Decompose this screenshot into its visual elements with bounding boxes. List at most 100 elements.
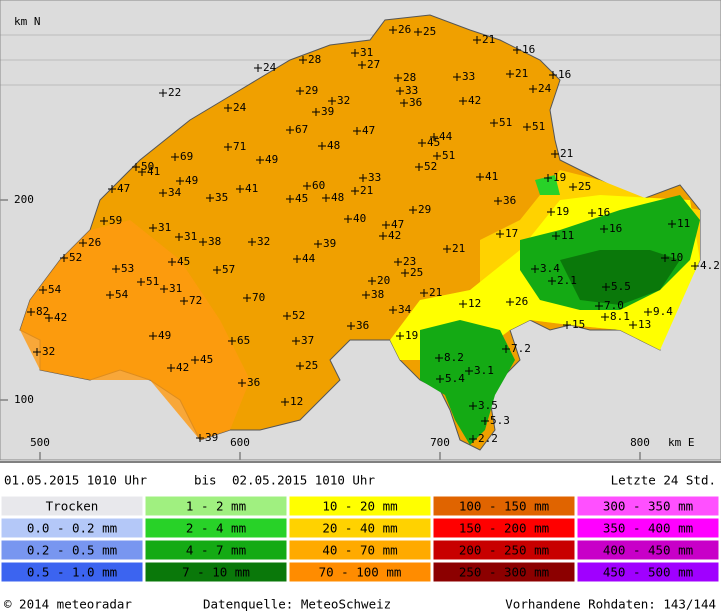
station-marker bbox=[167, 364, 175, 372]
station-marker bbox=[490, 119, 498, 127]
station-marker bbox=[394, 74, 402, 82]
legend-label: 20 - 40 mm bbox=[322, 521, 397, 536]
station-value: 21 bbox=[360, 184, 373, 197]
station-marker bbox=[459, 300, 467, 308]
station-value: 4.2 bbox=[700, 259, 720, 272]
station-value: 51 bbox=[442, 149, 455, 162]
legend-swatch bbox=[288, 495, 432, 517]
station-marker bbox=[430, 133, 438, 141]
station-value: 41 bbox=[245, 182, 258, 195]
station-marker bbox=[459, 97, 467, 105]
station-value: 49 bbox=[158, 329, 171, 342]
legend-label: 100 - 150 mm bbox=[459, 499, 549, 514]
legend-label: 450 - 500 mm bbox=[603, 565, 693, 580]
y-tick-label: 100 bbox=[14, 393, 34, 406]
zone-70-100 bbox=[20, 220, 250, 440]
station-marker bbox=[296, 87, 304, 95]
station-marker bbox=[176, 177, 184, 185]
raw-data: Vorhandene Rohdaten: 143/144 bbox=[505, 597, 716, 612]
station-marker bbox=[368, 277, 376, 285]
station-value: 16 bbox=[522, 43, 535, 56]
station-marker bbox=[213, 266, 221, 274]
legend-swatch bbox=[144, 495, 288, 517]
station-marker bbox=[433, 152, 441, 160]
legend-label: 0.5 - 1.0 mm bbox=[27, 565, 117, 580]
station-value: 51 bbox=[499, 116, 512, 129]
station-value: 42 bbox=[468, 94, 481, 107]
station-marker bbox=[563, 321, 571, 329]
station-value: 3.5 bbox=[478, 399, 498, 412]
station-marker bbox=[149, 224, 157, 232]
station-value: 34 bbox=[168, 186, 182, 199]
station-value: 31 bbox=[158, 221, 171, 234]
legend-swatch bbox=[432, 561, 576, 583]
station-value: 19 bbox=[556, 205, 569, 218]
station-marker bbox=[453, 73, 461, 81]
station-marker bbox=[159, 189, 167, 197]
station-marker bbox=[513, 46, 521, 54]
station-marker bbox=[138, 168, 146, 176]
separator-text: bis bbox=[194, 473, 217, 488]
period: Letzte 24 Std. bbox=[611, 473, 716, 488]
legend-swatch bbox=[288, 539, 432, 561]
station-value: 25 bbox=[410, 266, 423, 279]
station-value: 51 bbox=[146, 275, 159, 288]
station-marker bbox=[347, 322, 355, 330]
station-marker bbox=[344, 215, 352, 223]
station-marker bbox=[312, 108, 320, 116]
station-marker bbox=[409, 206, 417, 214]
station-value: 45 bbox=[177, 255, 190, 268]
station-marker bbox=[396, 87, 404, 95]
station-value: 19 bbox=[405, 329, 418, 342]
station-value: 21 bbox=[482, 33, 495, 46]
station-marker bbox=[236, 185, 244, 193]
station-value: 59 bbox=[109, 214, 122, 227]
station-marker bbox=[296, 362, 304, 370]
station-value: 37 bbox=[301, 334, 314, 347]
legend-swatch bbox=[576, 495, 720, 517]
station-value: 19 bbox=[553, 171, 566, 184]
station-value: 54 bbox=[115, 288, 129, 301]
station-value: 42 bbox=[54, 311, 67, 324]
station-marker bbox=[389, 306, 397, 314]
station-value: 41 bbox=[485, 170, 498, 183]
station-marker bbox=[79, 239, 87, 247]
station-marker bbox=[552, 232, 560, 240]
station-marker bbox=[629, 321, 637, 329]
station-marker bbox=[168, 258, 176, 266]
station-marker bbox=[175, 233, 183, 241]
station-marker bbox=[362, 291, 370, 299]
station-marker bbox=[529, 85, 537, 93]
legend-label: 0.2 - 0.5 mm bbox=[27, 543, 117, 558]
station-value: 31 bbox=[169, 282, 182, 295]
station-marker bbox=[254, 64, 262, 72]
station-value: 57 bbox=[222, 263, 235, 276]
station-marker bbox=[191, 356, 199, 364]
station-marker bbox=[549, 71, 557, 79]
station-marker bbox=[601, 313, 609, 321]
station-marker bbox=[506, 70, 514, 78]
station-marker bbox=[414, 28, 422, 36]
station-value: 17 bbox=[505, 227, 518, 240]
station-value: 16 bbox=[597, 206, 610, 219]
station-value: 36 bbox=[247, 376, 260, 389]
station-marker bbox=[286, 126, 294, 134]
station-marker bbox=[292, 337, 300, 345]
station-value: 11 bbox=[561, 229, 574, 242]
zone-2-4 bbox=[535, 175, 560, 195]
station-value: 48 bbox=[331, 191, 344, 204]
station-value: 15 bbox=[572, 318, 585, 331]
station-marker bbox=[418, 139, 426, 147]
station-marker bbox=[328, 97, 336, 105]
legend-swatch bbox=[576, 539, 720, 561]
station-marker bbox=[379, 232, 387, 240]
legend-swatch bbox=[576, 561, 720, 583]
station-value: 38 bbox=[208, 235, 221, 248]
station-marker bbox=[228, 337, 236, 345]
station-marker bbox=[196, 434, 204, 442]
station-value: 11 bbox=[677, 217, 690, 230]
station-value: 39 bbox=[205, 431, 218, 444]
station-value: 26 bbox=[398, 23, 411, 36]
station-marker bbox=[469, 402, 477, 410]
station-value: 7.0 bbox=[604, 299, 624, 312]
